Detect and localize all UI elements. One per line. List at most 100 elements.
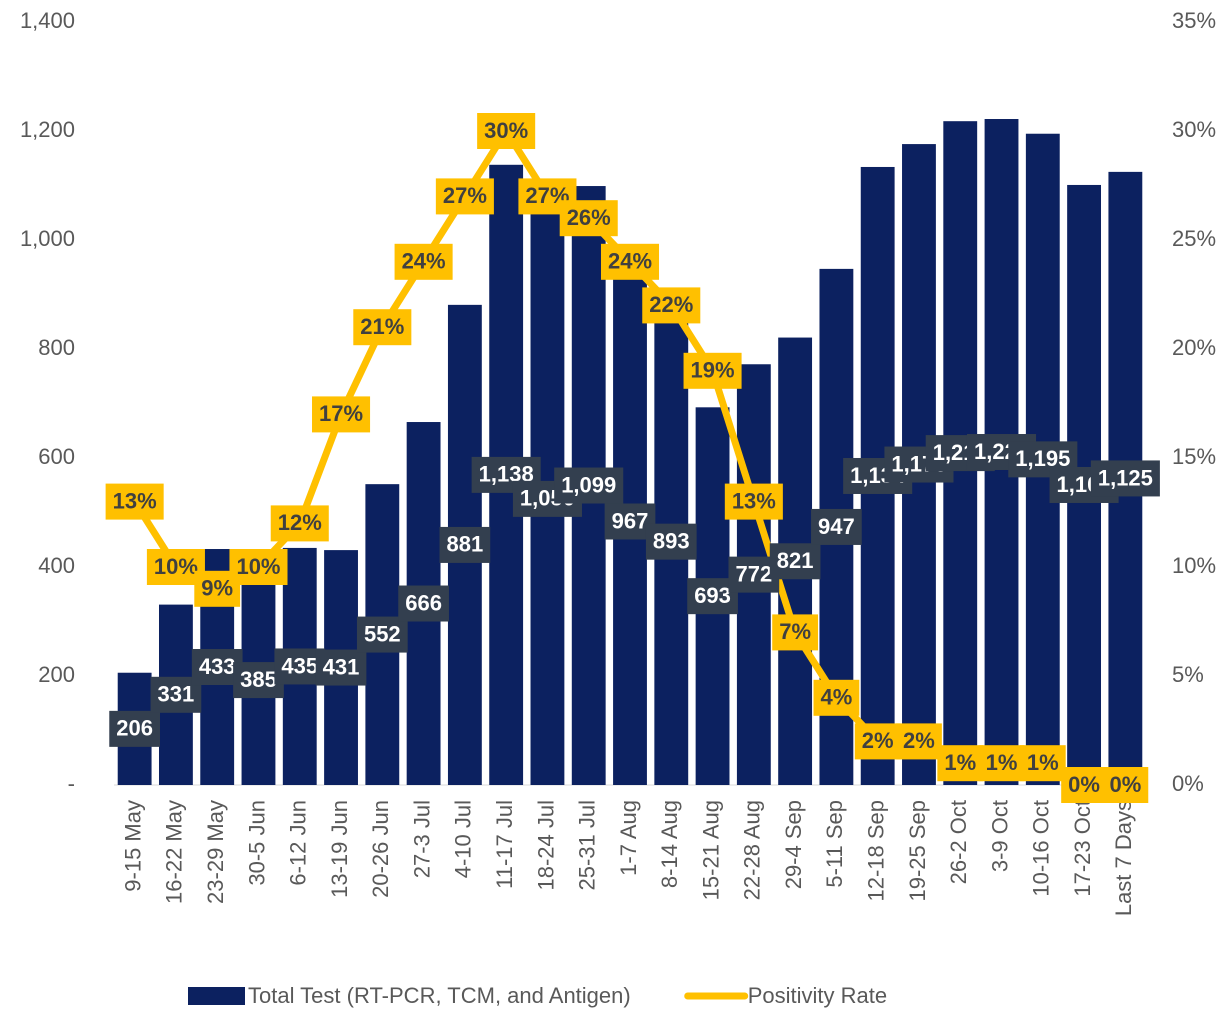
line-label-box — [270, 505, 329, 542]
line-label-text: 26% — [567, 205, 611, 230]
y2-tick-label: 0% — [1172, 771, 1204, 796]
bar-label-text: 552 — [364, 621, 401, 646]
line-label-box — [312, 396, 371, 433]
line-label: 10% — [229, 549, 288, 585]
y-tick-label: 1,200 — [20, 117, 75, 142]
y-tick-label: 200 — [38, 662, 75, 687]
line-label: 0% — [1061, 767, 1107, 803]
line-label: 13% — [724, 483, 783, 520]
y-tick-label: 800 — [38, 335, 75, 360]
bar-label: 947 — [811, 508, 862, 545]
line-label-text: 10% — [154, 554, 198, 579]
line-label-box — [937, 745, 984, 782]
bar-label-text: 1,099 — [561, 472, 616, 497]
line-label: 17% — [312, 396, 371, 433]
x-tick-label: 25-31 Jul — [575, 800, 600, 891]
line-label-text: 4% — [821, 685, 853, 710]
line-label-box — [1102, 767, 1149, 803]
bar-label-box — [109, 710, 160, 747]
bar-label: 1,099 — [554, 467, 624, 504]
bar-label-box — [439, 526, 491, 563]
x-tick-label: 16-22 May — [162, 800, 187, 904]
x-tick-label: 10-16 Oct — [1029, 800, 1054, 897]
line-label: 27% — [435, 178, 494, 215]
bar-label-text: 433 — [199, 654, 236, 679]
line-label-text: 13% — [732, 488, 776, 513]
line-label-box — [1061, 767, 1107, 803]
y2-tick-label: 10% — [1172, 553, 1216, 578]
x-tick-label: 26-2 Oct — [946, 800, 971, 884]
line-label: 21% — [353, 309, 412, 346]
y2-tick-label: 30% — [1172, 117, 1216, 142]
line-label: 22% — [642, 287, 701, 324]
line-label-box — [353, 309, 412, 346]
line-label: 2% — [854, 723, 901, 760]
line-label-text: 17% — [319, 401, 363, 426]
bar-label: 206 — [109, 710, 160, 747]
line-label-text: 9% — [201, 576, 233, 601]
bar-label-text: 881 — [447, 532, 484, 557]
line-label-box — [813, 679, 860, 716]
y2-tick-label: 15% — [1172, 444, 1216, 469]
line-label: 1% — [937, 745, 984, 782]
line-label: 13% — [105, 483, 164, 520]
x-tick-label: 22-28 Aug — [740, 800, 765, 900]
line-label-text: 24% — [402, 249, 446, 274]
line-label-text: 30% — [484, 118, 528, 143]
y2-tick-label: 35% — [1172, 8, 1216, 33]
x-tick-label: 18-24 Jul — [533, 800, 558, 891]
x-tick-label: 9-15 May — [120, 800, 145, 892]
bar-label: 893 — [645, 523, 697, 560]
bar-label-box — [356, 616, 408, 653]
line-label-text: 2% — [903, 728, 935, 753]
line-label: 24% — [394, 243, 453, 280]
x-tick-label: 15-21 Aug — [698, 800, 723, 900]
line-label-box — [854, 723, 901, 760]
bar-label-text: 893 — [653, 528, 690, 553]
bar-label-text: 1,125 — [1098, 465, 1153, 490]
bar-label: 881 — [439, 526, 491, 563]
x-tick-label: 4-10 Jul — [451, 800, 476, 878]
line-label: 4% — [813, 679, 860, 716]
bar-label: 1,195 — [1008, 441, 1078, 478]
line-label-text: 22% — [649, 292, 693, 317]
line-label-text: 0% — [1068, 772, 1100, 797]
line-label-text: 1% — [944, 750, 976, 775]
line-label: 30% — [477, 113, 536, 149]
line-label: 12% — [270, 505, 329, 542]
line-label: 10% — [146, 549, 205, 585]
x-tick-label: 20-26 Jun — [368, 800, 393, 898]
x-tick-label: 6-12 Jun — [286, 800, 311, 886]
line-label-box — [1019, 745, 1066, 782]
x-tick-label: 17-23 Oct — [1070, 800, 1095, 897]
bar-label-text: 947 — [818, 514, 855, 539]
x-tick-label: 19-25 Sep — [905, 800, 930, 902]
bar-label: 431 — [315, 649, 367, 686]
bar-label: 666 — [398, 585, 449, 622]
line-label-box — [229, 549, 288, 585]
line-label-box — [477, 113, 536, 149]
bar-label: 552 — [356, 616, 408, 653]
y2-tick-label: 20% — [1172, 335, 1216, 360]
line-label-box — [559, 200, 618, 237]
bar-label-box — [398, 585, 449, 622]
line-label-box — [435, 178, 494, 215]
bar-label: 821 — [769, 543, 821, 580]
bar-label-text: 331 — [158, 682, 195, 707]
line-label-box — [772, 614, 819, 651]
line-label-text: 24% — [608, 249, 652, 274]
x-tick-label: 30-5 Jun — [244, 800, 269, 886]
bar-label-text: 772 — [735, 561, 772, 586]
bar-label-text: 431 — [323, 654, 360, 679]
y-tick-label: 600 — [38, 444, 75, 469]
line-label-text: 13% — [113, 488, 157, 513]
line-label-text: 0% — [1109, 772, 1141, 797]
line-label: 2% — [896, 723, 942, 760]
x-tick-label: 3-9 Oct — [987, 800, 1012, 872]
bar-label-box — [1090, 460, 1160, 497]
y-tick-label: - — [68, 771, 75, 796]
x-tick-label: 8-14 Aug — [657, 800, 682, 888]
line-label-text: 7% — [779, 619, 811, 644]
bar-label-text: 967 — [612, 508, 649, 533]
